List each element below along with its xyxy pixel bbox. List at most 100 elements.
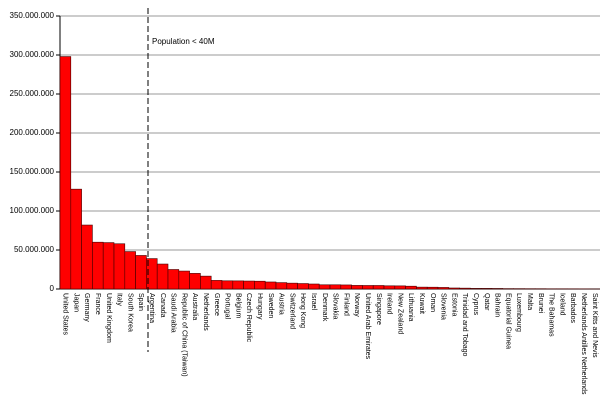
x-tick-label: Hungary — [256, 293, 263, 320]
x-tick-label: The Bahamas — [548, 293, 555, 337]
x-tick-label: France — [94, 293, 101, 315]
x-tick-label: Belgium — [234, 293, 241, 318]
bar — [448, 287, 460, 290]
bar — [156, 263, 169, 290]
bar — [135, 255, 147, 290]
x-tick-label: Saint Kitts and Nevis — [591, 293, 598, 358]
bar — [329, 284, 342, 290]
x-tick-label: Oman — [429, 293, 436, 312]
bar — [426, 286, 439, 290]
x-tick-label: New Zealand — [396, 293, 403, 334]
bar — [113, 243, 126, 290]
x-tick-label: Japan — [72, 293, 79, 312]
bar — [308, 283, 320, 290]
bar — [232, 280, 244, 290]
x-tick-label: Spain — [137, 293, 144, 311]
bar — [59, 56, 72, 290]
x-tick-label: Estonia — [450, 293, 457, 316]
x-tick-label: Slovenia — [440, 293, 447, 320]
x-tick-label: Netherlands Antilles Netherlands — [580, 293, 587, 395]
x-tick-label: Barbados — [569, 293, 576, 323]
bar — [92, 241, 104, 290]
x-tick-label: Netherlands — [202, 293, 209, 331]
bar — [286, 282, 298, 290]
bar — [102, 242, 115, 290]
bar — [480, 288, 493, 290]
y-tick-label: 0 — [50, 284, 55, 293]
annotation: Population < 40M — [152, 37, 215, 46]
x-tick-label: Austria — [278, 293, 285, 315]
bar — [394, 285, 406, 290]
x-tick-label: Argentina — [148, 293, 155, 323]
x-tick-label: Portugal — [224, 293, 231, 320]
bar — [70, 188, 82, 290]
x-tick-label: Singapore — [375, 293, 382, 325]
x-tick-label: Denmark — [321, 293, 328, 322]
bar — [491, 288, 504, 290]
bar — [437, 287, 450, 290]
y-tick-label: 250.000.000 — [10, 89, 55, 98]
bar — [351, 285, 363, 290]
x-tick-label: Germany — [83, 293, 90, 322]
bar — [124, 251, 136, 290]
x-tick-label: Israel — [310, 293, 317, 311]
x-tick-label: Greece — [213, 293, 220, 316]
x-tick-label: United Kingdom — [105, 293, 112, 343]
x-tick-label: Cyprus — [472, 293, 479, 316]
bar — [81, 224, 93, 290]
bar — [362, 285, 374, 290]
bar — [405, 285, 417, 290]
bar — [178, 270, 190, 290]
bar — [383, 285, 396, 290]
x-tick-label: Saudi Arabia — [170, 293, 177, 333]
x-tick-label: Iceland — [558, 293, 565, 316]
bar — [254, 280, 266, 290]
y-tick-label: 150.000.000 — [10, 167, 55, 176]
y-tick-label: 350.000.000 — [10, 11, 55, 20]
x-tick-label: Qatar — [483, 293, 490, 311]
bar — [340, 284, 352, 290]
x-tick-label: Luxembourg — [515, 293, 522, 332]
bar — [372, 285, 385, 290]
x-tick-label: Bahrain — [494, 293, 501, 317]
x-tick-label: Switzerland — [288, 293, 295, 329]
x-tick-label: United Arab Emirates — [364, 293, 371, 360]
x-tick-label: Hong Kong — [299, 293, 306, 328]
bar — [318, 284, 331, 290]
x-tick-label: United States — [62, 293, 69, 336]
bar — [189, 273, 201, 290]
x-tick-label: Australia — [191, 293, 198, 320]
x-tick-label: Canada — [159, 293, 166, 318]
bar — [416, 286, 428, 290]
x-tick-label: Trinidad and Tobago — [461, 293, 468, 357]
x-tick-label: South Korea — [126, 293, 133, 332]
x-tick-label: Sweden — [267, 293, 274, 318]
x-tick-label: Czech Republic — [245, 293, 252, 343]
y-tick-label: 300.000.000 — [10, 50, 55, 59]
y-tick-label: 50.000.000 — [14, 245, 55, 254]
x-tick-label: Lithuania — [407, 293, 414, 322]
x-tick-label: Slovakia — [332, 293, 339, 320]
bar — [297, 283, 309, 290]
x-tick-label: Finland — [342, 293, 349, 316]
x-tick-label: Italy — [116, 293, 123, 306]
x-tick-label: Brunei — [537, 293, 544, 314]
bar — [459, 287, 471, 290]
x-tick-label: Republic of China (Taiwan) — [180, 293, 187, 377]
bar — [470, 288, 482, 290]
bar — [167, 269, 180, 290]
x-tick-label: Norway — [353, 293, 360, 317]
bar — [221, 280, 234, 290]
y-tick-label: 200.000.000 — [10, 128, 55, 137]
bar — [200, 275, 212, 290]
y-tick-label: 100.000.000 — [10, 206, 55, 215]
bar — [275, 282, 288, 290]
bar — [243, 280, 255, 290]
x-tick-label: Kuwait — [418, 293, 425, 314]
bar — [264, 281, 277, 290]
bar — [210, 280, 223, 290]
x-tick-label: Ireland — [386, 293, 393, 315]
x-tick-label: Equatorial Guinea — [504, 293, 511, 349]
x-tick-label: Malta — [526, 293, 533, 310]
